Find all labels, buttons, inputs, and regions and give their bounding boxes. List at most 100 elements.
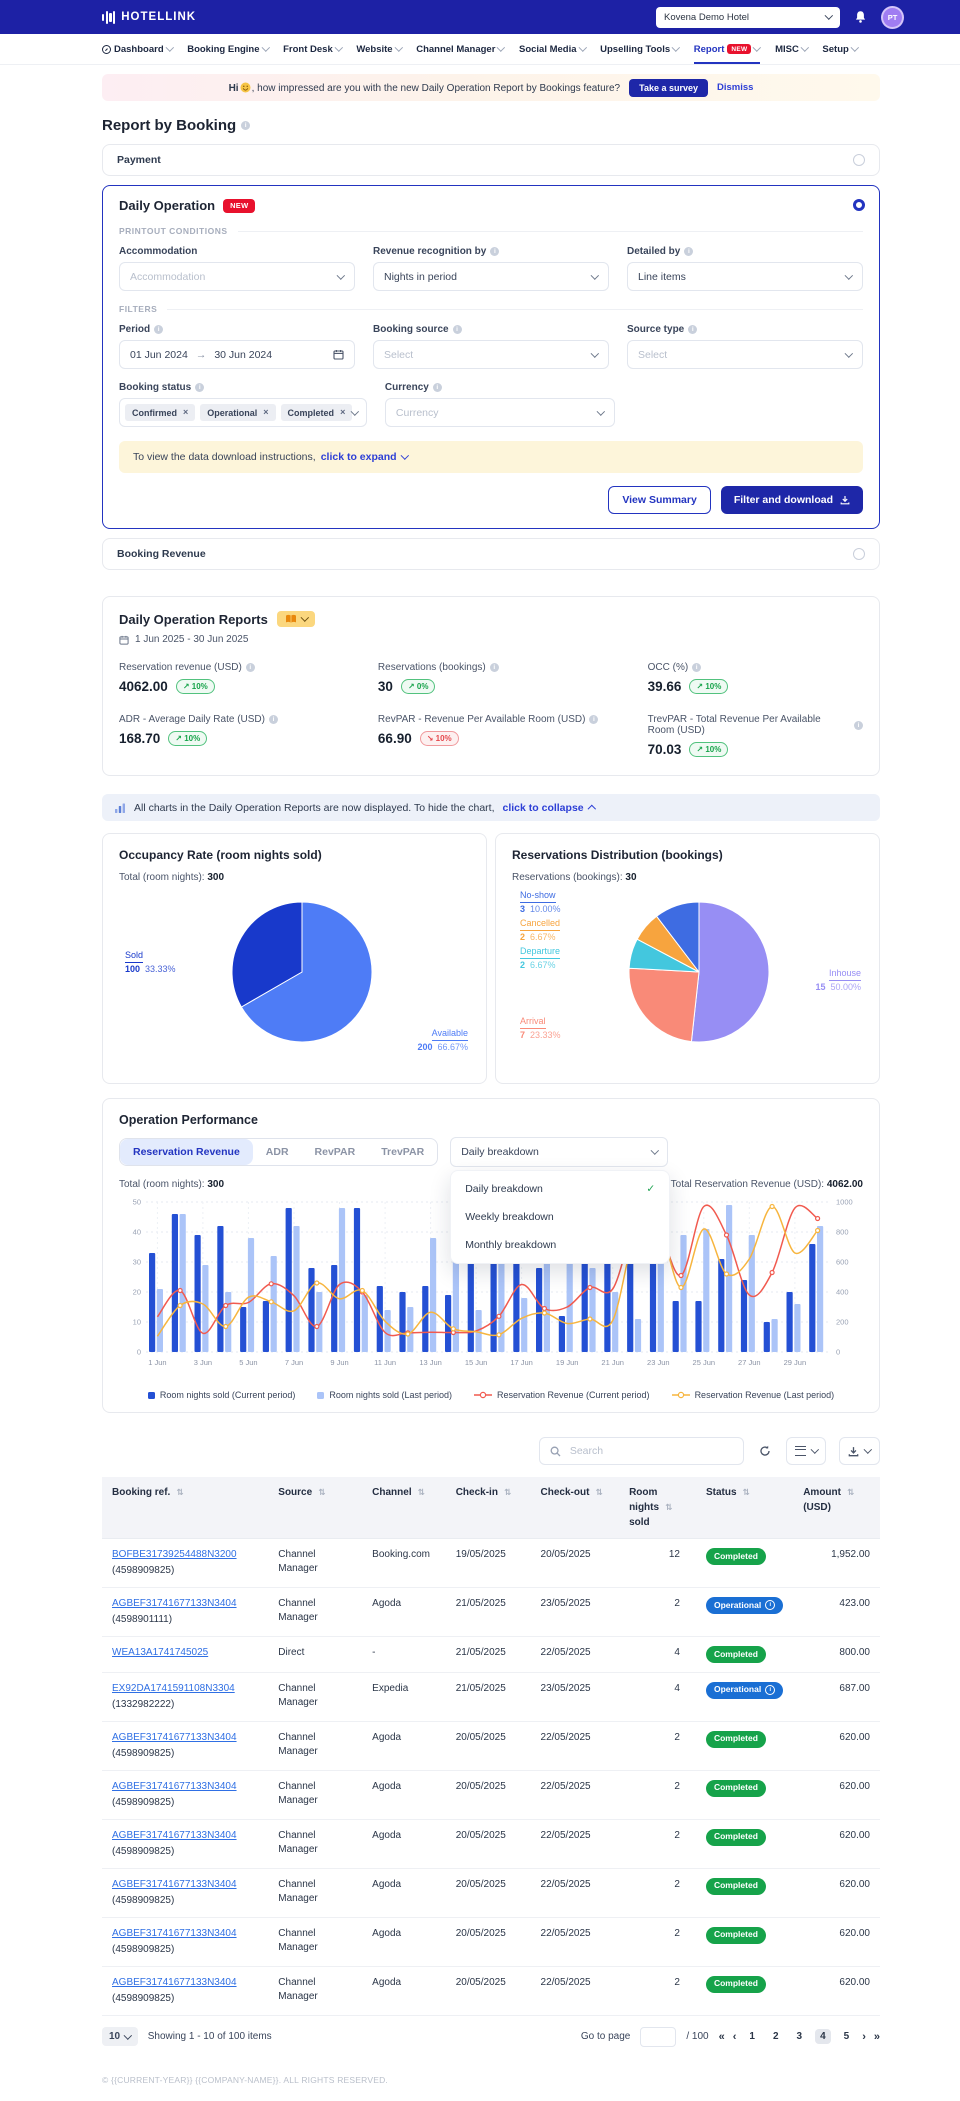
legend-item-reservation-revenue-last-period[interactable]: Reservation Revenue (Last period) bbox=[671, 1390, 834, 1400]
sort-icon[interactable]: ⇅ bbox=[846, 1487, 855, 1497]
remove-tag-icon[interactable]: × bbox=[183, 407, 189, 417]
column-header-booking-ref[interactable]: Booking ref. ⇅ bbox=[102, 1477, 269, 1539]
dismiss-link[interactable]: Dismiss bbox=[716, 82, 754, 93]
columns-button[interactable] bbox=[785, 1437, 827, 1465]
brand-logo[interactable]: HOTELLINK bbox=[102, 10, 196, 24]
hotel-selector[interactable]: Kovena Demo Hotel bbox=[656, 6, 840, 28]
cell-source: Channel Manager bbox=[268, 1966, 363, 2016]
pagination: 10 Showing 1 - 10 of 100 items Go to pag… bbox=[102, 2026, 880, 2047]
remove-tag-icon[interactable]: × bbox=[263, 407, 269, 417]
sort-icon[interactable]: ⇅ bbox=[417, 1487, 425, 1497]
nav-item-website[interactable]: Website bbox=[356, 34, 403, 64]
cell-channel: Agoda bbox=[362, 1868, 446, 1918]
booking-ref-link[interactable]: AGBEF31741677133N3404 bbox=[112, 1780, 237, 1792]
page-button-1[interactable]: 1 bbox=[749, 2031, 755, 2043]
booking-revenue-radio[interactable] bbox=[853, 548, 865, 560]
sort-icon[interactable]: ⇅ bbox=[318, 1487, 326, 1497]
take-survey-button[interactable]: Take a survey bbox=[629, 78, 708, 97]
nav-item-report[interactable]: Report NEW bbox=[693, 34, 762, 64]
booking-ref-link[interactable]: AGBEF31741677133N3404 bbox=[112, 1829, 237, 1841]
booking-ref-link[interactable]: AGBEF31741677133N3404 bbox=[112, 1878, 237, 1890]
nav-item-channel-manager[interactable]: Channel Manager bbox=[416, 34, 506, 64]
first-page-button[interactable]: « bbox=[718, 2030, 725, 2043]
revenue-recognition-select[interactable]: Nights in period bbox=[373, 262, 609, 291]
menu-option-monthly-breakdown[interactable]: Monthly breakdown bbox=[451, 1231, 669, 1259]
tab-trevpar[interactable]: TrevPAR bbox=[381, 1146, 425, 1158]
report-type-payment[interactable]: Payment bbox=[102, 144, 880, 176]
booking-ref-link[interactable]: AGBEF31741677133N3404 bbox=[112, 1927, 237, 1939]
booking-source-select[interactable]: Select bbox=[373, 340, 609, 369]
status-tag-completed[interactable]: Completed × bbox=[280, 404, 353, 421]
status-tag-operational[interactable]: Operational × bbox=[200, 404, 276, 421]
column-header-check-in[interactable]: Check-in ⇅ bbox=[445, 1477, 531, 1539]
detailed-by-select[interactable]: Line items bbox=[627, 262, 863, 291]
source-type-select[interactable]: Select bbox=[627, 340, 863, 369]
tab-revpar[interactable]: RevPAR bbox=[314, 1146, 356, 1158]
column-header-status[interactable]: Status ⇅ bbox=[695, 1477, 794, 1539]
report-book-badge[interactable] bbox=[276, 611, 316, 627]
filter-and-download-button[interactable]: Filter and download bbox=[720, 486, 863, 514]
search-input[interactable] bbox=[567, 1444, 733, 1458]
info-icon: i bbox=[432, 383, 442, 392]
accommodation-select[interactable]: Accommodation bbox=[119, 262, 355, 291]
page-size-select[interactable]: 10 bbox=[102, 2027, 138, 2047]
refresh-button[interactable] bbox=[756, 1437, 773, 1465]
tab-reservation-revenue[interactable]: Reservation Revenue bbox=[120, 1139, 253, 1165]
table-row: AGBEF31741677133N3404 (4598909825) Channel… bbox=[102, 1770, 880, 1820]
sort-icon[interactable]: ⇅ bbox=[665, 1502, 673, 1512]
column-header-amount[interactable]: Amount ⇅ (USD) bbox=[793, 1477, 880, 1539]
column-header-check-out[interactable]: Check-out ⇅ bbox=[530, 1477, 620, 1539]
click-to-expand-link[interactable]: click to expand bbox=[321, 451, 409, 463]
click-to-collapse-link[interactable]: click to collapse bbox=[503, 802, 596, 814]
sort-icon[interactable]: ⇅ bbox=[503, 1487, 512, 1497]
booking-ref-link[interactable]: WEA13A1741745025 bbox=[112, 1647, 209, 1658]
column-header-source[interactable]: Source ⇅ bbox=[268, 1477, 363, 1539]
legend-item-room-nights-sold-last-period[interactable]: Room nights sold (Last period) bbox=[317, 1390, 452, 1400]
page-button-2[interactable]: 2 bbox=[772, 2031, 779, 2043]
legend-item-reservation-revenue-current-period[interactable]: Reservation Revenue (Current period) bbox=[473, 1390, 650, 1400]
page-button-4[interactable]: 4 bbox=[815, 2029, 831, 2045]
menu-option-daily-breakdown[interactable]: Daily breakdown ✓ bbox=[451, 1175, 669, 1203]
export-button[interactable] bbox=[839, 1437, 880, 1465]
booking-ref-link[interactable]: AGBEF31741677133N3404 bbox=[112, 1976, 237, 1988]
last-page-button[interactable]: » bbox=[873, 2030, 880, 2043]
view-summary-button[interactable]: View Summary bbox=[608, 486, 711, 514]
nav-item-booking-engine[interactable]: Booking Engine bbox=[187, 34, 270, 64]
nav-item-front-desk[interactable]: Front Desk bbox=[283, 34, 343, 64]
period-from-value: 01 Jun 2024 bbox=[130, 348, 188, 361]
nav-item-dashboard[interactable]: Dashboard bbox=[102, 34, 174, 64]
booking-status-multiselect[interactable]: Confirmed × Operational × Completed × bbox=[119, 398, 367, 427]
legend-item-room-nights-sold-current-period[interactable]: Room nights sold (Current period) bbox=[147, 1390, 295, 1400]
page-button-5[interactable]: 5 bbox=[843, 2031, 850, 2043]
notification-bell-icon[interactable] bbox=[854, 10, 867, 24]
nav-item-misc[interactable]: MISC bbox=[775, 34, 809, 64]
nav-item-setup[interactable]: Setup bbox=[822, 34, 859, 64]
column-header-channel[interactable]: Channel ⇅ bbox=[362, 1477, 446, 1539]
menu-option-weekly-breakdown[interactable]: Weekly breakdown bbox=[451, 1203, 669, 1231]
payment-radio[interactable] bbox=[853, 154, 865, 166]
period-date-range[interactable]: 01 Jun 2024 → 30 Jun 2024 bbox=[119, 340, 355, 369]
report-type-booking-revenue[interactable]: Booking Revenue bbox=[102, 538, 880, 570]
page-button-3[interactable]: 3 bbox=[796, 2031, 803, 2043]
nav-item-upselling-tools[interactable]: Upselling Tools bbox=[600, 34, 680, 64]
goto-page-input[interactable] bbox=[640, 2026, 677, 2047]
booking-ref-link[interactable]: AGBEF31741677133N3404 bbox=[112, 1598, 237, 1609]
remove-tag-icon[interactable]: × bbox=[340, 407, 346, 417]
sort-icon[interactable]: ⇅ bbox=[742, 1487, 750, 1497]
sort-icon[interactable]: ⇅ bbox=[176, 1487, 184, 1497]
booking-ref-link[interactable]: BOFBE31739254488N3200 bbox=[112, 1549, 237, 1560]
nav-item-social-media[interactable]: Social Media bbox=[519, 34, 587, 64]
currency-select[interactable]: Currency bbox=[384, 398, 615, 427]
avatar[interactable]: PT bbox=[881, 5, 904, 29]
sort-icon[interactable]: ⇅ bbox=[595, 1487, 603, 1497]
tab-adr[interactable]: ADR bbox=[265, 1146, 289, 1158]
booking-ref-link[interactable]: AGBEF31741677133N3404 bbox=[112, 1731, 237, 1743]
status-tag-confirmed[interactable]: Confirmed × bbox=[125, 404, 196, 421]
booking-ref-link[interactable]: EX92DA1741591108N3304 bbox=[112, 1682, 235, 1694]
breakdown-select[interactable]: Daily breakdown bbox=[450, 1137, 669, 1167]
daily-operation-radio[interactable] bbox=[853, 199, 865, 211]
search-box[interactable] bbox=[538, 1437, 744, 1465]
column-header-room-nights[interactable]: Room nights ⇅ sold bbox=[619, 1477, 696, 1539]
next-page-button[interactable]: › bbox=[862, 2030, 866, 2043]
prev-page-button[interactable]: ‹ bbox=[732, 2030, 737, 2043]
